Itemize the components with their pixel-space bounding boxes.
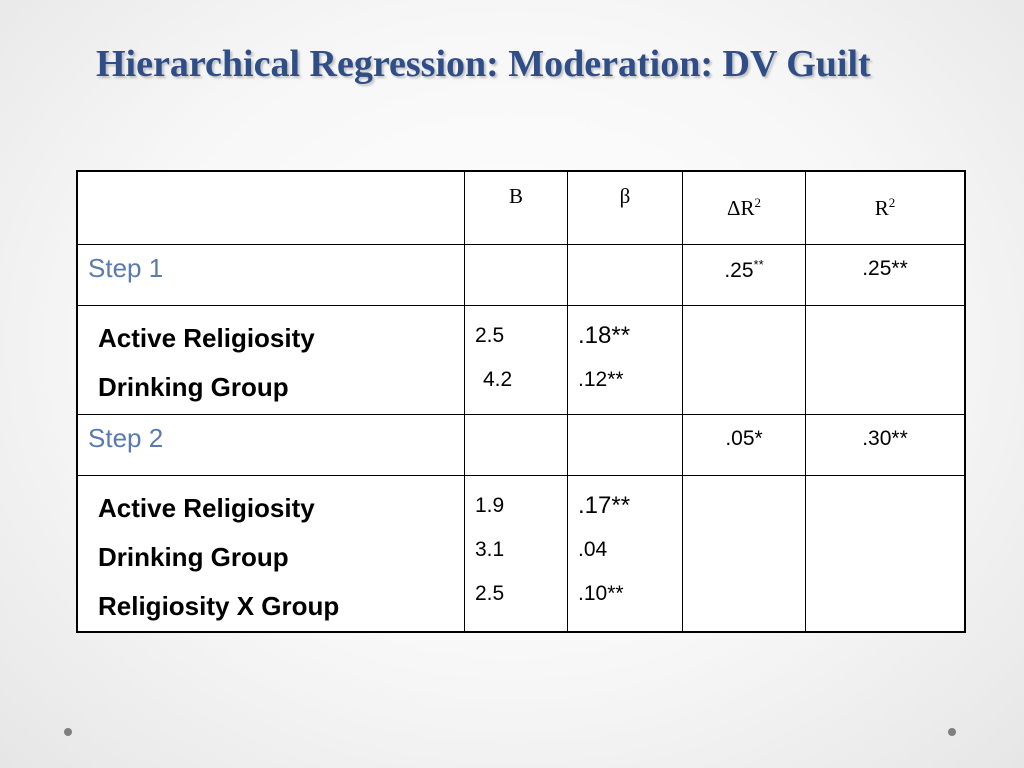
- slide-title: Hierarchical Regression: Moderation: DV …: [96, 43, 871, 85]
- step2-vars-row: Active Religiosity Drinking Group Religi…: [76, 475, 966, 633]
- step2-var-names: Active Religiosity Drinking Group Religi…: [76, 475, 465, 633]
- header-r2: R2: [805, 170, 966, 245]
- step1-delta-r2: .25**: [682, 244, 806, 306]
- step1-vars-r2: [805, 305, 966, 415]
- step2-beta-values: .17** .04 .10**: [567, 475, 683, 633]
- b-value: 1.9: [475, 494, 505, 517]
- beta-value: .12**: [578, 368, 624, 391]
- decor-dot-right: [948, 728, 956, 736]
- header-b: B: [464, 170, 568, 245]
- step1-vars-row: Active Religiosity Drinking Group 2.5 4.…: [76, 305, 966, 415]
- header-row: B β ΔR2 R2: [76, 170, 966, 245]
- var-name: Religiosity X Group: [98, 591, 340, 621]
- step1-beta-cell: [567, 244, 683, 306]
- step2-vars-r2: [805, 475, 966, 633]
- step1-beta-values: .18** .12**: [567, 305, 683, 415]
- beta-value: .18**: [578, 322, 631, 349]
- step1-vars-delta-r2: [682, 305, 806, 415]
- step2-row: Step 2 .05* .30**: [76, 414, 966, 476]
- beta-value: .04: [578, 538, 608, 561]
- var-name: Drinking Group: [98, 372, 289, 402]
- step2-label: Step 2: [76, 414, 465, 476]
- decor-dot-left: [64, 728, 72, 736]
- b-value: 2.5: [475, 324, 505, 347]
- beta-value: .10**: [578, 582, 624, 605]
- b-value: 3.1: [475, 538, 505, 561]
- b-value: 2.5: [475, 582, 505, 605]
- regression-table: B β ΔR2 R2 Step 1 .25** .25** Active Rel…: [76, 170, 966, 633]
- var-name: Drinking Group: [98, 542, 289, 572]
- step1-b-values: 2.5 4.2: [464, 305, 568, 415]
- step1-row: Step 1 .25** .25**: [76, 244, 966, 306]
- step2-delta-r2: .05*: [682, 414, 806, 476]
- step2-r2: .30**: [805, 414, 966, 476]
- step2-b-values: 1.9 3.1 2.5: [464, 475, 568, 633]
- step2-b-cell: [464, 414, 568, 476]
- header-blank-cell: [76, 170, 465, 245]
- step2-vars-delta-r2: [682, 475, 806, 633]
- header-beta: β: [567, 170, 683, 245]
- step2-beta-cell: [567, 414, 683, 476]
- header-delta-r2: ΔR2: [682, 170, 806, 245]
- step1-r2: .25**: [805, 244, 966, 306]
- var-name: Active Religiosity: [98, 493, 315, 523]
- var-name: Active Religiosity: [98, 323, 315, 353]
- beta-value: .17**: [578, 492, 631, 519]
- step1-b-cell: [464, 244, 568, 306]
- step1-var-names: Active Religiosity Drinking Group: [76, 305, 465, 415]
- b-value: 4.2: [483, 368, 513, 391]
- step1-label: Step 1: [76, 244, 465, 306]
